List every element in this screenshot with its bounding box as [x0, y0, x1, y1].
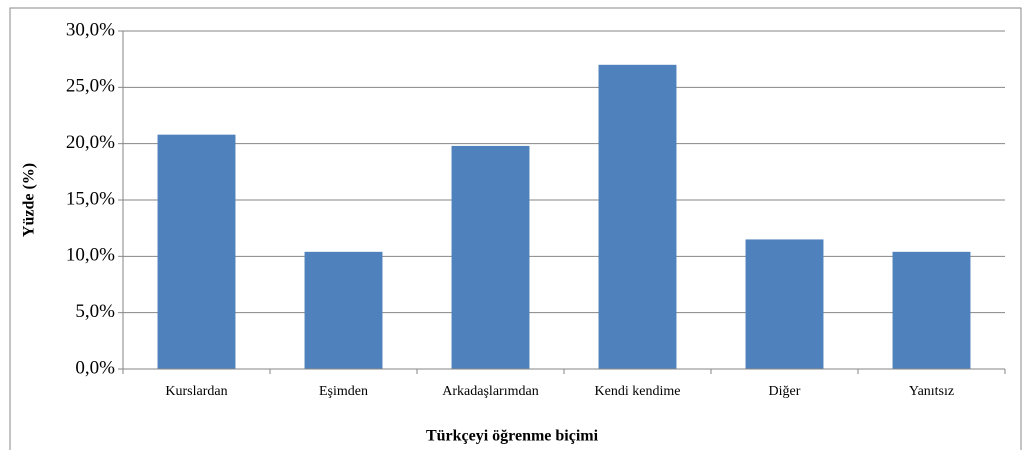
- bar: [157, 134, 236, 369]
- chart-border: [9, 7, 1022, 450]
- x-tick-label: Kendi kendime: [595, 384, 681, 399]
- y-tick-label: 10,0%: [66, 245, 115, 266]
- y-tick-label: 15,0%: [66, 188, 115, 209]
- bar: [451, 145, 530, 369]
- y-axis-title: Yüzde (%): [21, 163, 38, 237]
- y-tick-label: 20,0%: [66, 132, 115, 153]
- x-tick-label: Arkadaşlarımdan: [442, 384, 538, 399]
- bar: [304, 251, 383, 369]
- x-tick-label: Diğer: [769, 384, 801, 399]
- x-tick-label: Eşimden: [319, 384, 368, 399]
- y-tick-label: 0,0%: [75, 357, 115, 378]
- x-tick-label: Kurslardan: [165, 384, 227, 399]
- bar: [892, 251, 971, 369]
- bar: [745, 239, 824, 369]
- y-tick-label: 5,0%: [75, 301, 115, 322]
- y-tick-label: 25,0%: [66, 76, 115, 97]
- x-tick-label: Yanıtsız: [909, 384, 954, 399]
- bar: [598, 64, 677, 370]
- y-tick-label: 30,0%: [66, 19, 115, 40]
- x-axis-title: Türkçeyi öğrenme biçimi: [426, 428, 599, 445]
